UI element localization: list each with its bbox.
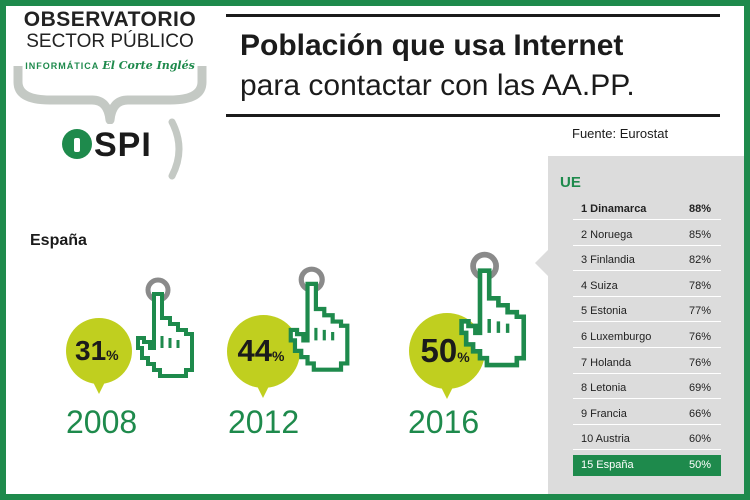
ranking-row: 1 Dinamarca 88% bbox=[573, 199, 721, 220]
ranking-row: 8 Letonia 69% bbox=[573, 378, 721, 399]
ranking-row: 5 Estonia 77% bbox=[573, 301, 721, 322]
hand-finger-lines bbox=[160, 336, 180, 348]
ranking-value: 76% bbox=[688, 357, 711, 369]
ospi-logo: SPI bbox=[62, 126, 152, 165]
ranking-country: 10 Austria bbox=[581, 433, 630, 445]
ranking-row: 3 Finlandia 82% bbox=[573, 250, 721, 271]
bubble-tail bbox=[255, 381, 271, 398]
ranking-value: 50% bbox=[688, 459, 711, 471]
bubble-tail bbox=[439, 383, 455, 399]
ranking-row: 4 Suiza 78% bbox=[573, 276, 721, 297]
ranking-value: 76% bbox=[688, 331, 711, 343]
stat-percent-sign: % bbox=[106, 347, 119, 363]
ranking-country: 2 Noruega bbox=[581, 229, 633, 241]
ranking-value: 78% bbox=[688, 280, 711, 292]
ranking-value: 82% bbox=[688, 254, 711, 266]
ranking-row-highlight: 15 España 50% bbox=[573, 455, 721, 476]
stat-number: 50 bbox=[420, 332, 458, 369]
page-title: Población que usa Internet bbox=[240, 29, 624, 62]
logo-line-3: INFORMÁTICA El Corte Inglés bbox=[10, 59, 210, 72]
page-subtitle: para contactar con las AA.PP. bbox=[240, 69, 635, 102]
ranking-row: 7 Holanda 76% bbox=[573, 353, 721, 374]
ranking-value: 69% bbox=[688, 382, 711, 394]
eu-ranking-panel bbox=[548, 156, 744, 494]
year-label: 2016 bbox=[408, 404, 480, 440]
hand-outline bbox=[136, 292, 194, 378]
ranking-value: 60% bbox=[688, 433, 711, 445]
ranking-country: 8 Letonia bbox=[581, 382, 627, 394]
ranking-country: 9 Francia bbox=[581, 408, 627, 420]
ranking-country: 7 Holanda bbox=[581, 357, 632, 369]
hand-outline bbox=[459, 268, 527, 368]
stat-percent-sign: % bbox=[457, 349, 470, 365]
ranking-value: 85% bbox=[688, 229, 711, 241]
hand-cursor-icon bbox=[288, 266, 350, 372]
ranking-country: 6 Luxemburgo bbox=[581, 331, 652, 343]
ospi-text: SPI bbox=[94, 126, 152, 164]
year-label: 2008 bbox=[66, 404, 138, 440]
ranking-row: 2 Noruega 85% bbox=[573, 225, 721, 246]
logo-line-1: OBSERVATORIO bbox=[23, 8, 197, 31]
logo-brace-icon bbox=[13, 66, 207, 124]
hand-cursor-icon bbox=[136, 277, 194, 378]
ospi-parenthesis-icon bbox=[168, 118, 183, 180]
stat-number: 31 bbox=[75, 335, 107, 366]
ranking-country: 5 Estonia bbox=[581, 305, 627, 317]
stat-value: 31% bbox=[75, 335, 119, 367]
source-note: Fuente: Eurostat bbox=[572, 126, 669, 141]
ranking-row: 6 Luxemburgo 76% bbox=[573, 327, 721, 348]
ranking-value: 88% bbox=[688, 203, 711, 215]
ranking-country: 15 España bbox=[581, 459, 634, 471]
stat-bubble bbox=[226, 314, 300, 388]
stat-bubble bbox=[66, 318, 132, 384]
hand-outline bbox=[288, 281, 350, 372]
ranking-country: 4 Suiza bbox=[581, 280, 618, 292]
stat-value: 50% bbox=[421, 332, 470, 370]
logo-line-2: SECTOR PÚBLICO bbox=[26, 31, 194, 52]
ranking-country: 1 Dinamarca bbox=[581, 203, 647, 215]
stat-value: 44% bbox=[238, 333, 285, 369]
ranking-value: 77% bbox=[688, 305, 711, 317]
observatorio-logo: OBSERVATORIO SECTOR PÚBLICO INFORMÁTICA … bbox=[10, 8, 210, 72]
ranking-country: 3 Finlandia bbox=[581, 254, 635, 266]
bubble-tail bbox=[91, 378, 107, 394]
eu-heading: UE bbox=[560, 174, 581, 191]
year-label: 2012 bbox=[228, 404, 300, 440]
hand-finger-lines bbox=[487, 319, 510, 333]
stat-percent-sign: % bbox=[271, 348, 285, 364]
stat-number: 44 bbox=[237, 333, 272, 368]
title-box: Población que usa Internet para contacta… bbox=[226, 14, 720, 117]
hand-cursor-icon bbox=[459, 251, 527, 368]
ranking-row: 10 Austria 60% bbox=[573, 429, 721, 450]
panel-pointer-icon bbox=[535, 250, 548, 276]
ranking-value: 66% bbox=[688, 408, 711, 420]
logo-brand: El Corte Inglés bbox=[102, 59, 195, 72]
hand-finger-lines bbox=[314, 327, 335, 341]
person-icon bbox=[62, 129, 92, 159]
spain-heading: España bbox=[30, 232, 87, 249]
ranking-row: 9 Francia 66% bbox=[573, 404, 721, 425]
logo-informatica: INFORMÁTICA bbox=[25, 61, 99, 71]
